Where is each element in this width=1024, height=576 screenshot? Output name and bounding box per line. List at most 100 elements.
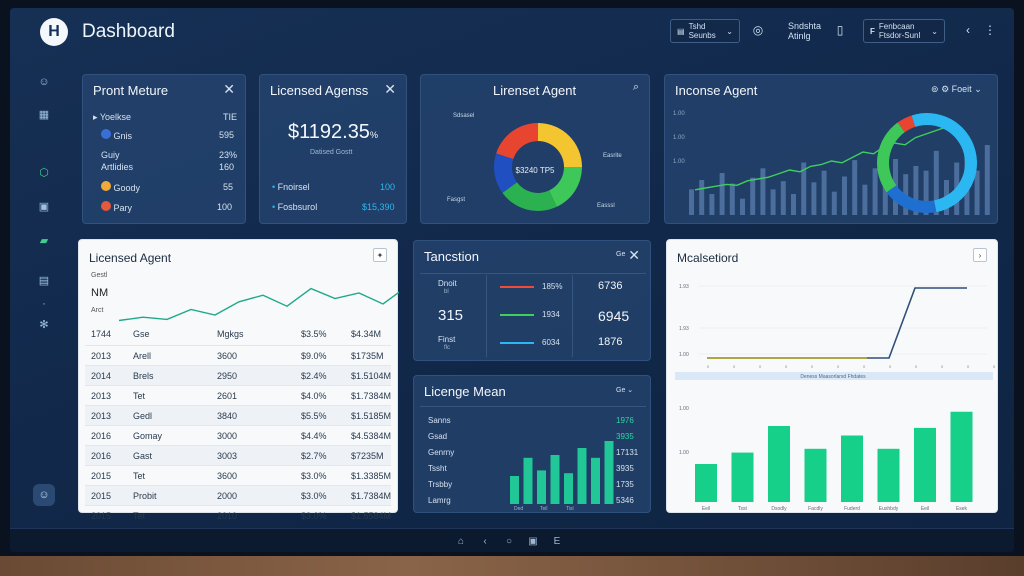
table-row[interactable]: 2013 Tet 2601 $4.0% $1.7384M [85,385,391,406]
list-item-value: 23% [219,150,238,160]
table-row[interactable]: 2013 Arell 3600 $9.0% $1735M [85,345,391,366]
donut-slice[interactable] [886,185,937,213]
list-item[interactable]: Artlidies [101,162,134,172]
donut-label: Easssl [597,203,615,209]
measetiord-bar [914,427,936,502]
table-cell: $2.7% [301,451,327,461]
close-icon[interactable]: ✕ [223,81,235,97]
axis-tick-label: 1.00 [679,406,689,412]
back-icon[interactable]: ‹ [483,535,487,547]
circle-icon[interactable]: ○ [505,535,513,547]
arrow-right-icon[interactable]: › [973,248,987,262]
donut-slice[interactable] [549,167,582,207]
close-icon[interactable]: ✕ [384,81,396,97]
table-row[interactable]: 2015 Tet 2010 $3.0% $1.5584M [85,505,391,526]
table-cell: 2015 [91,471,112,481]
list-item[interactable]: Tssht [428,464,447,473]
donut-slice[interactable] [897,115,916,133]
table-cell: 2000 [217,491,238,501]
clipboard-icon[interactable]: ▯ [836,23,844,37]
close-icon[interactable]: ✕ [628,247,640,263]
search-icon[interactable]: ⌕ [632,81,639,93]
settings-icon[interactable]: ✻ [39,318,49,331]
license-dropdown[interactable]: Ge ⌄ [616,387,634,394]
app-logo[interactable]: H [40,18,68,46]
calendar-icon[interactable]: ▤ [38,274,50,287]
table-header-row: 1744 Gse Mgkgs $3.5% $4.34M [91,329,382,339]
list-item[interactable]: • Fosbsurol [272,202,318,212]
table-cell: 2015 [91,491,112,501]
donut-slice[interactable] [877,122,905,193]
e-icon[interactable]: E [553,535,561,547]
list-item[interactable]: Gnis [101,129,132,141]
axis-tick-label: 0 [785,364,788,369]
axis-tick-label: Tsst [738,506,748,512]
table-row[interactable]: 2016 Gomay 3000 $4.4% $4.5384M [85,425,391,446]
transaction-indicator [500,286,534,288]
list-item[interactable]: Guiy [101,150,120,160]
settings-icon[interactable]: ⊚ [931,84,939,94]
back-arrow-icon[interactable]: ‹ [966,23,970,37]
more-icon[interactable]: ⋮ [984,23,996,37]
table-cell: 2013 [91,351,112,361]
taskbar: ⌂ ‹ ○ ▣ E [10,528,1014,552]
donut-slice[interactable] [502,182,557,211]
window-icon[interactable]: ▣ [528,535,538,547]
list-item[interactable]: Lamrg [428,496,451,505]
income-bar [791,194,796,215]
measetiord-line-1 [707,287,967,359]
table-row[interactable]: 2015 Tet 3600 $3.0% $1.3385M [85,465,391,486]
list-item[interactable]: Goody [101,181,140,193]
donut-slice[interactable] [911,112,977,213]
transaction-dropdown[interactable]: Ge [616,251,626,258]
table-row[interactable]: 2015 Probit 2000 $3.0% $1.7384M [85,485,391,506]
donut-slice[interactable] [538,123,582,167]
table-row[interactable]: 2016 Gast 3003 $2.7% $7235M [85,445,391,466]
grid-icon[interactable]: ▦ [38,108,50,121]
list-item-value: 3935 [616,464,634,473]
table-cell: Gomay [133,431,163,441]
donut-slice[interactable] [496,123,538,159]
gear-icon[interactable]: ⚙ [941,84,950,94]
table-cell: 2016 [91,451,112,461]
layers-icon[interactable]: ▣ [38,200,50,213]
chart-icon[interactable]: ⬡ [39,166,49,179]
home-icon[interactable]: ⌂ [457,535,465,547]
refresh-icon[interactable]: ◎ [752,23,764,37]
divider [572,275,573,357]
header-select-1[interactable]: ▤ Tshd Seunbs ⌄ [670,19,740,43]
list-item[interactable]: Sanns [428,416,451,425]
income-bar [923,170,929,215]
list-header-left: ▸ Yoelkse [93,112,132,122]
income-bar [719,173,725,215]
income-bar [862,184,868,215]
list-item[interactable]: Trsbby [428,480,453,489]
income-bar [811,182,817,215]
table-cell: Tet [133,471,146,481]
income-bar [842,176,847,215]
list-item[interactable]: • Fnoirsel [272,182,310,192]
axis-tick-label: 0 [811,364,814,369]
list-item[interactable]: Gsad [428,432,448,441]
measetiord-bar [768,426,790,502]
header-status-text[interactable]: Sndshta Atinlg [788,21,822,41]
income-bar [872,168,878,215]
table-row[interactable]: 2013 Gedl 3840 $5.5% $1.5185M [85,405,391,426]
transaction-value: 6945 [598,308,630,324]
home-icon[interactable]: ☺ [38,76,50,88]
income-controls[interactable]: ⊚ ⚙ Foeit ⌄ [931,84,982,94]
income-bar [780,181,786,215]
donut-slice[interactable] [494,153,517,193]
wallet-icon[interactable]: ▰ [39,234,49,247]
list-item[interactable]: Genrny [428,448,455,457]
list-item[interactable]: Pary [101,201,132,213]
card-measetiords: Mcalsetiord › 1.93 1.93 1.00 0 0 0 0 0 0 0 0 0 0 0 0 De… [666,239,998,513]
table-row[interactable]: 2014 Brels 2950 $2.4% $1.5104M [85,365,391,386]
donut-label: Fasgst [447,197,465,203]
table-cell: Tet [133,511,146,521]
table-cell: $2.4% [301,371,327,381]
header-select-2[interactable]: F Fenbcaan Ftsdor-Sunl ⌄ [863,19,945,43]
expand-icon[interactable]: ✦ [373,248,387,262]
user-avatar-icon[interactable]: ☺ [33,484,55,506]
table-cell: $4.0% [301,391,327,401]
